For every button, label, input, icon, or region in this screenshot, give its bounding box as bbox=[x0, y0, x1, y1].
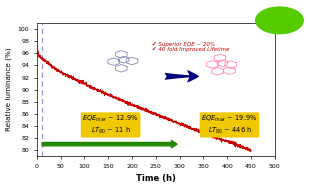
Text: $\mathit{EQE}_{max}$ ~ 19.9%
$\mathit{LT}_{80}$ ~ 446 h: $\mathit{EQE}_{max}$ ~ 19.9% $\mathit{LT… bbox=[201, 114, 258, 136]
Y-axis label: Relative luminance (%): Relative luminance (%) bbox=[6, 48, 12, 131]
Circle shape bbox=[256, 7, 303, 34]
FancyArrow shape bbox=[42, 140, 177, 148]
X-axis label: Time (h): Time (h) bbox=[136, 174, 176, 184]
Text: ✔ Superior EQE ~ 20%
✔ 40 fold Improved Lifetime: ✔ Superior EQE ~ 20% ✔ 40 fold Improved … bbox=[152, 42, 230, 52]
Text: $\mathit{EQE}_{max}$ ~ 12.9%
$\mathit{LT}_{80}$ ~ 11 h: $\mathit{EQE}_{max}$ ~ 12.9% $\mathit{LT… bbox=[83, 114, 139, 136]
